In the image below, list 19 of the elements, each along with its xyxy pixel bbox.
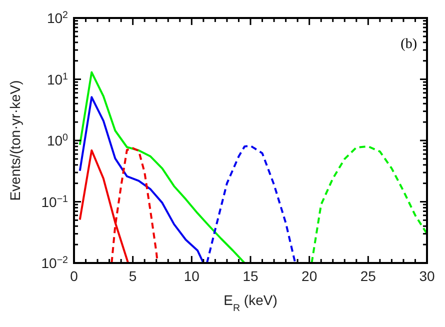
x-tick-label: 5 — [128, 268, 137, 284]
y-tick-label: 10$^{1}$ — [46, 70, 68, 88]
x-tick-label: 30 — [419, 268, 435, 284]
y-tick-label: 10$^{2}$ — [46, 10, 68, 26]
y-axis-title: Events/(ton·yr·keV) — [7, 80, 23, 201]
y-tick-label: 10$^{−1}$ — [41, 193, 68, 210]
x-tick-label: 0 — [70, 268, 78, 284]
x-tick-label: 10 — [184, 268, 200, 284]
x-axis-title: E$_{R}$ (keV) — [224, 292, 278, 314]
x-tick-label: 25 — [360, 268, 376, 284]
line-series — [78, 96, 204, 263]
line-series — [206, 144, 296, 263]
y-tick-label: 10$^{−2}$ — [41, 254, 68, 271]
line-series — [78, 71, 246, 263]
x-tick-label: 20 — [302, 268, 318, 284]
y-tick-label: 10$^{0}$ — [46, 132, 69, 148]
line-series — [310, 145, 427, 263]
annotation: (b) — [400, 37, 418, 52]
x-tick-label: 15 — [242, 268, 258, 284]
